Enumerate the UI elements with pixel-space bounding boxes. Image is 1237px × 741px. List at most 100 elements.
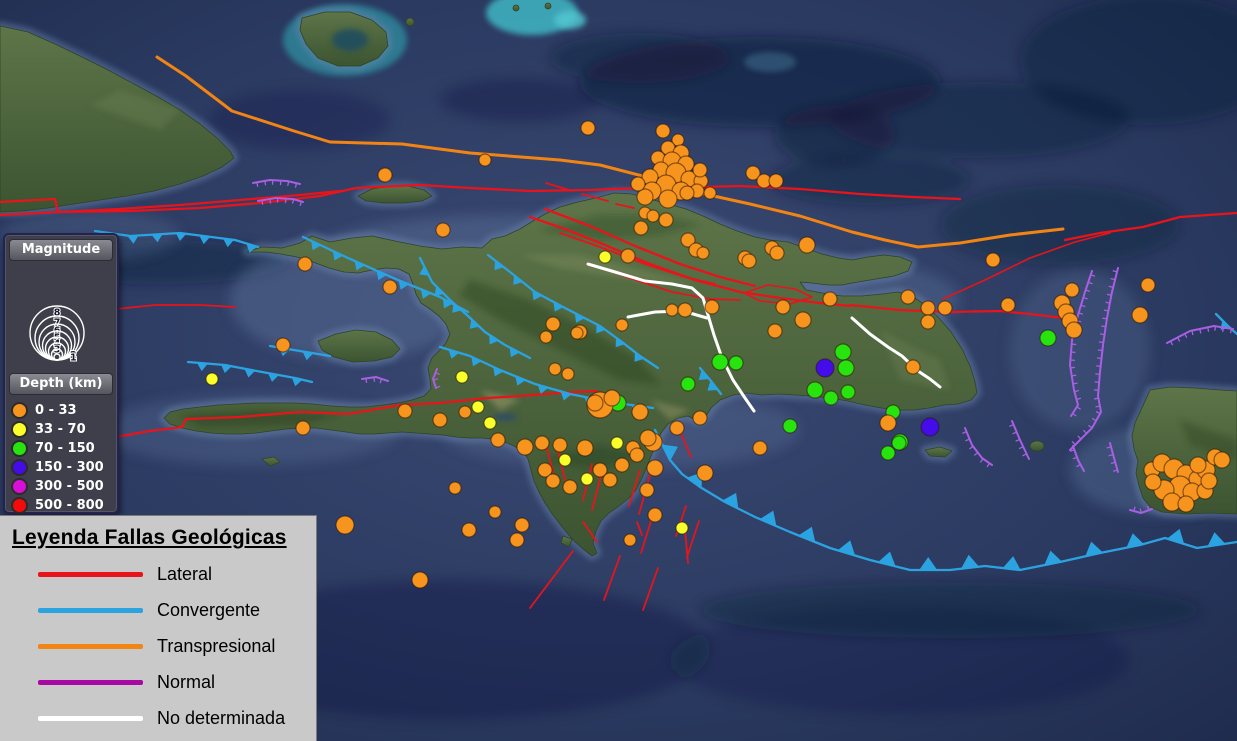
earthquake-marker[interactable] <box>516 438 534 456</box>
earthquake-marker[interactable] <box>1064 282 1080 298</box>
earthquake-marker[interactable] <box>539 330 553 344</box>
earthquake-marker[interactable] <box>615 318 629 332</box>
earthquake-marker[interactable] <box>1213 451 1231 469</box>
earthquake-marker[interactable] <box>806 381 824 399</box>
earthquake-marker[interactable] <box>335 515 355 535</box>
earthquake-marker[interactable] <box>655 123 671 139</box>
earthquake-marker[interactable] <box>295 420 311 436</box>
earthquake-marker[interactable] <box>488 505 502 519</box>
earthquake-marker[interactable] <box>675 521 689 535</box>
earthquake-marker[interactable] <box>745 165 761 181</box>
earthquake-marker[interactable] <box>840 384 856 400</box>
earthquake-marker[interactable] <box>297 256 313 272</box>
earthquake-marker[interactable] <box>461 522 477 538</box>
earthquake-marker[interactable] <box>455 370 469 384</box>
earthquake-marker[interactable] <box>377 167 393 183</box>
earthquake-marker[interactable] <box>665 303 679 317</box>
earthquake-marker[interactable] <box>629 447 645 463</box>
earthquake-marker[interactable] <box>822 291 838 307</box>
earthquake-marker[interactable] <box>561 367 575 381</box>
earthquake-marker[interactable] <box>509 532 525 548</box>
earthquake-marker[interactable] <box>658 189 678 209</box>
earthquake-marker[interactable] <box>623 533 637 547</box>
earthquake-marker[interactable] <box>1140 277 1156 293</box>
earthquake-marker[interactable] <box>580 472 594 486</box>
earthquake-marker[interactable] <box>880 445 896 461</box>
earthquake-marker[interactable] <box>432 412 448 428</box>
earthquake-marker[interactable] <box>478 153 492 167</box>
earthquake-marker[interactable] <box>920 417 940 437</box>
earthquake-marker[interactable] <box>592 462 608 478</box>
earthquake-marker[interactable] <box>658 212 674 228</box>
earthquake-marker[interactable] <box>834 343 852 361</box>
earthquake-marker[interactable] <box>767 323 783 339</box>
earthquake-marker[interactable] <box>1131 306 1149 324</box>
earthquake-marker[interactable] <box>552 437 568 453</box>
earthquake-marker[interactable] <box>1189 456 1207 474</box>
earthquake-marker[interactable] <box>920 314 936 330</box>
earthquake-marker[interactable] <box>397 403 413 419</box>
earthquake-marker[interactable] <box>703 186 717 200</box>
earthquake-marker[interactable] <box>562 479 578 495</box>
earthquake-marker[interactable] <box>900 289 916 305</box>
earthquake-marker[interactable] <box>647 507 663 523</box>
earthquake-marker[interactable] <box>639 482 655 498</box>
earthquake-marker[interactable] <box>692 162 708 178</box>
earthquake-marker[interactable] <box>646 209 660 223</box>
earthquake-marker[interactable] <box>815 358 835 378</box>
earthquake-marker[interactable] <box>570 326 584 340</box>
earthquake-marker[interactable] <box>631 403 649 421</box>
earthquake-marker[interactable] <box>602 472 618 488</box>
earthquake-marker[interactable] <box>275 337 291 353</box>
earthquake-marker[interactable] <box>891 435 907 451</box>
earthquake-marker[interactable] <box>633 220 649 236</box>
earthquake-marker[interactable] <box>937 300 953 316</box>
earthquake-marker[interactable] <box>1000 297 1016 313</box>
earthquake-marker[interactable] <box>636 188 654 206</box>
earthquake-marker[interactable] <box>382 279 398 295</box>
earthquake-marker[interactable] <box>545 473 561 489</box>
earthquake-marker[interactable] <box>630 176 646 192</box>
earthquake-marker[interactable] <box>458 405 472 419</box>
earthquake-marker[interactable] <box>696 246 710 260</box>
earthquake-marker[interactable] <box>598 250 612 264</box>
earthquake-marker[interactable] <box>696 464 714 482</box>
earthquake-marker[interactable] <box>548 362 562 376</box>
earthquake-marker[interactable] <box>679 185 695 201</box>
earthquake-marker[interactable] <box>448 481 462 495</box>
earthquake-marker[interactable] <box>741 253 757 269</box>
earthquake-marker[interactable] <box>620 248 636 264</box>
earthquake-marker[interactable] <box>1039 329 1057 347</box>
earthquake-marker[interactable] <box>837 359 855 377</box>
earthquake-marker[interactable] <box>639 429 657 447</box>
earthquake-marker[interactable] <box>545 316 561 332</box>
earthquake-marker[interactable] <box>646 459 664 477</box>
earthquake-marker[interactable] <box>775 299 791 315</box>
earthquake-marker[interactable] <box>580 120 596 136</box>
earthquake-marker[interactable] <box>603 389 621 407</box>
earthquake-marker[interactable] <box>576 439 594 457</box>
earthquake-marker[interactable] <box>680 376 696 392</box>
earthquake-marker[interactable] <box>586 394 604 412</box>
earthquake-marker[interactable] <box>711 353 729 371</box>
earthquake-marker[interactable] <box>205 372 219 386</box>
earthquake-marker[interactable] <box>752 440 768 456</box>
earthquake-marker[interactable] <box>669 420 685 436</box>
earthquake-marker[interactable] <box>677 302 693 318</box>
earthquake-marker[interactable] <box>704 299 720 315</box>
earthquake-marker[interactable] <box>435 222 451 238</box>
earthquake-marker[interactable] <box>692 410 708 426</box>
earthquake-marker[interactable] <box>1144 473 1162 491</box>
earthquake-marker[interactable] <box>614 457 630 473</box>
earthquake-marker[interactable] <box>411 571 429 589</box>
earthquake-marker[interactable] <box>534 435 550 451</box>
earthquake-marker[interactable] <box>920 300 936 316</box>
earthquake-marker[interactable] <box>537 462 553 478</box>
earthquake-marker[interactable] <box>782 418 798 434</box>
earthquake-marker[interactable] <box>1200 472 1218 490</box>
earthquake-marker[interactable] <box>558 453 572 467</box>
earthquake-marker[interactable] <box>514 517 530 533</box>
earthquake-marker[interactable] <box>769 245 785 261</box>
earthquake-marker[interactable] <box>905 359 921 375</box>
earthquake-marker[interactable] <box>1177 495 1195 513</box>
